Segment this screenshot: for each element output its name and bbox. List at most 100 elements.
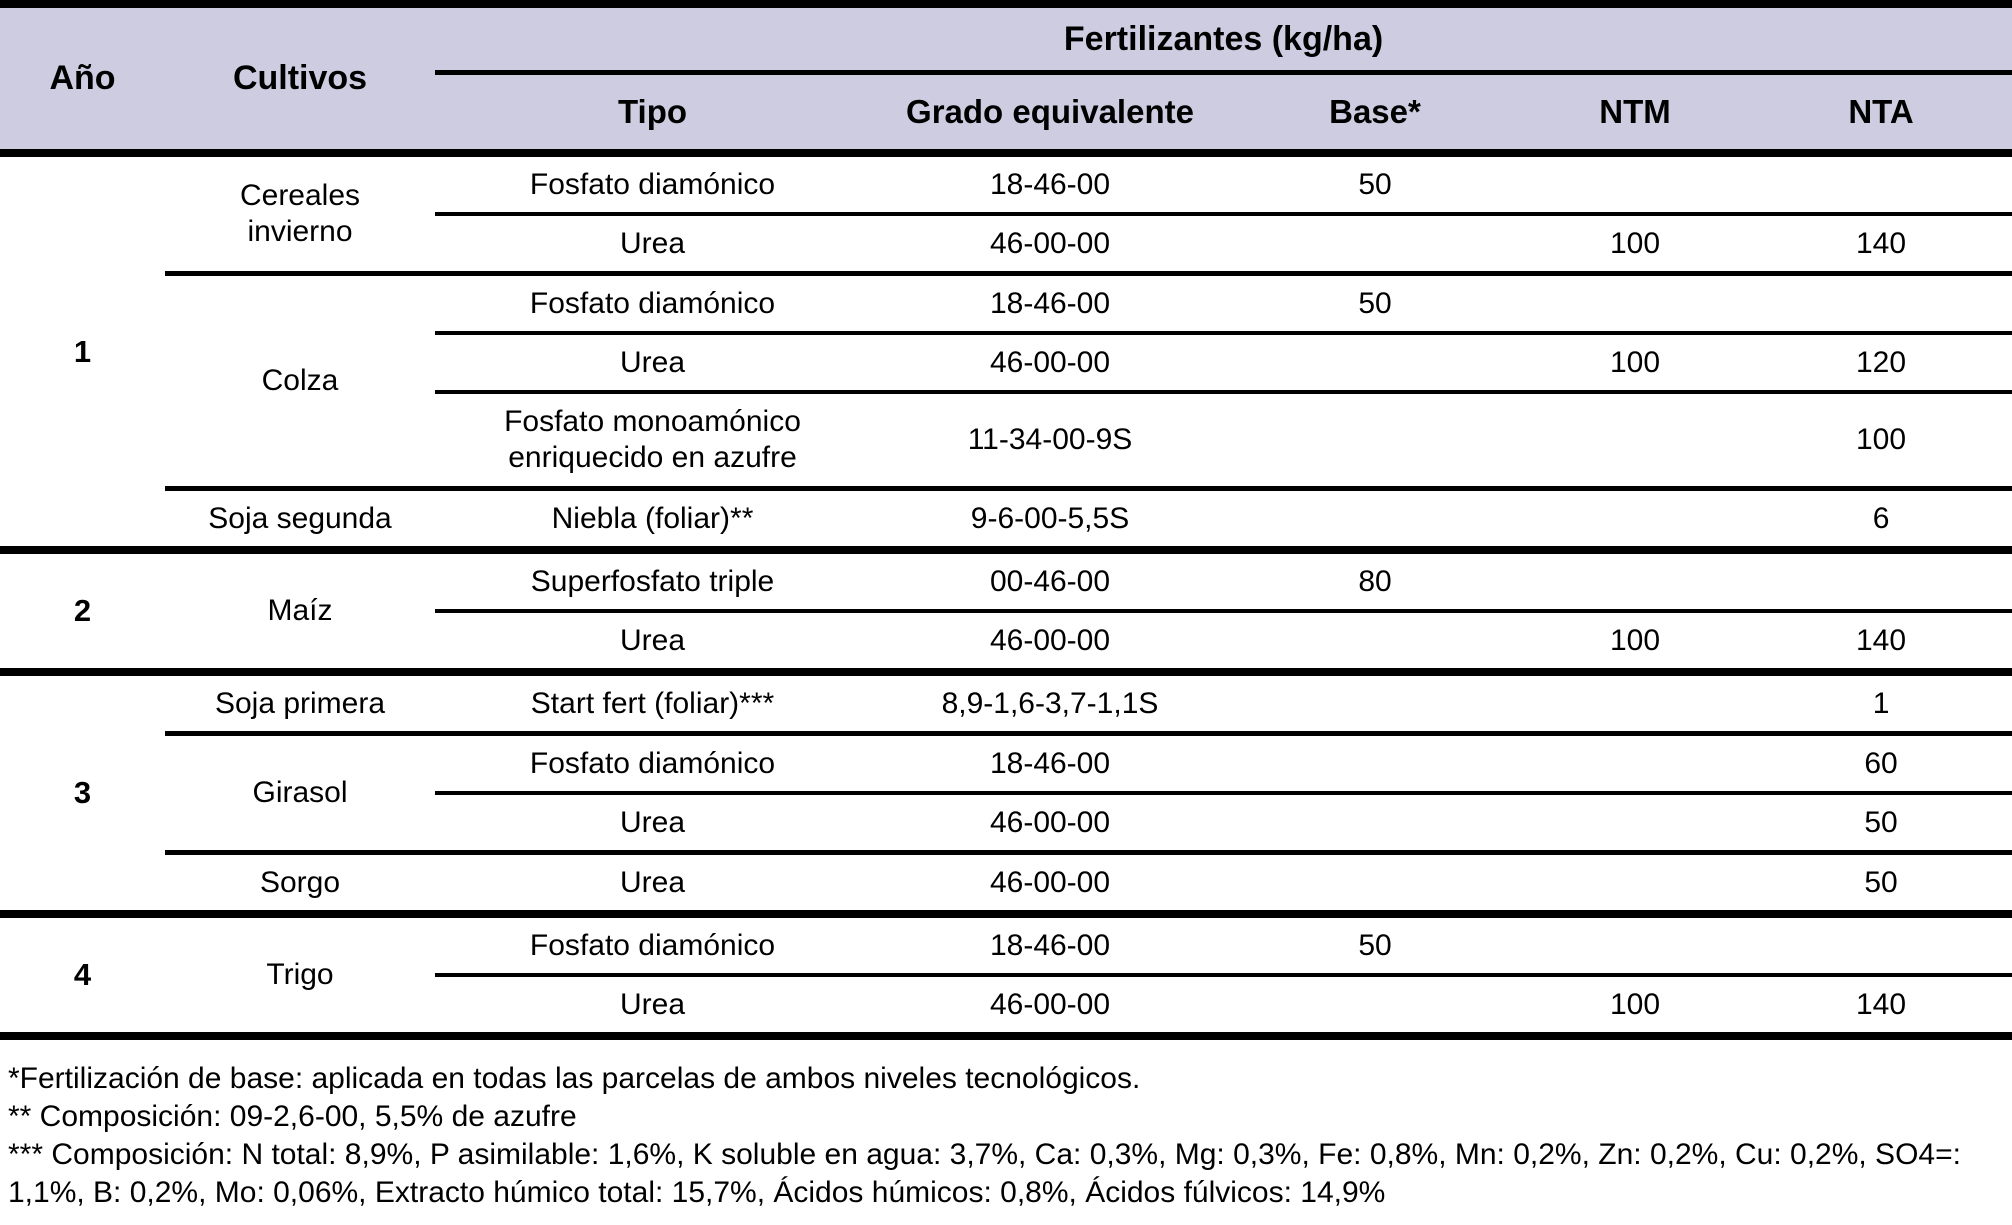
table-row: 3 Soja primera Start fert (foliar)*** 8,… bbox=[0, 668, 2012, 914]
cell-tipo: Urea bbox=[435, 331, 870, 392]
cell-nta: 50 bbox=[1750, 850, 2012, 914]
cell-grado: 8,9-1,6-3,7-1,1S bbox=[870, 668, 1230, 734]
cell-base bbox=[1230, 486, 1520, 550]
cell-ntm: 100 bbox=[1520, 212, 1750, 274]
cell-nta bbox=[1750, 910, 2012, 975]
cell-tipo: Fosfato diamónico bbox=[435, 910, 870, 975]
cell-grado: 18-46-00 bbox=[870, 271, 1230, 333]
cell-ntm bbox=[1520, 486, 1750, 550]
cell-nta: 60 bbox=[1750, 731, 2012, 793]
cell-nta bbox=[1750, 546, 2012, 611]
crop-label: Trigo bbox=[165, 910, 435, 1036]
cell-tipo: Fosfato diamónico bbox=[435, 731, 870, 793]
cell-tipo: Fosfato diamónico bbox=[435, 149, 870, 214]
header-row-sub: Tipo Grado equivalente Base* NTM NTA bbox=[0, 72, 2012, 153]
cell-nta: 140 bbox=[1750, 973, 2012, 1036]
cell-grado: 11-34-00-9S bbox=[870, 390, 1230, 489]
cell-nta: 140 bbox=[1750, 212, 2012, 274]
column-header-grado: Grado equivalente bbox=[870, 72, 1230, 153]
table-row: Urea 46-00-00 100 140 bbox=[0, 212, 2012, 274]
cell-ntm bbox=[1520, 668, 1750, 734]
cell-ntm: 100 bbox=[1520, 973, 1750, 1036]
crop-label: Girasol bbox=[165, 731, 435, 853]
cell-ntm bbox=[1520, 390, 1750, 489]
cell-ntm bbox=[1520, 546, 1750, 611]
cell-grado: 00-46-00 bbox=[870, 546, 1230, 611]
cell-ntm: 100 bbox=[1520, 331, 1750, 392]
cell-grado: 18-46-00 bbox=[870, 149, 1230, 214]
cell-grado: 46-00-00 bbox=[870, 973, 1230, 1036]
cell-ntm bbox=[1520, 910, 1750, 975]
cell-base bbox=[1230, 331, 1520, 392]
footnote-composicion-startfert: *** Composición: N total: 8,9%, P asimil… bbox=[8, 1138, 1961, 1209]
cell-base: 50 bbox=[1230, 149, 1520, 214]
cell-nta: 50 bbox=[1750, 791, 2012, 853]
table-row: 4 Trigo Fosfato diamónico 18-46-00 50 bbox=[0, 910, 2012, 1036]
table-row: Soja segunda Niebla (foliar)** 9-6-00-5,… bbox=[0, 486, 2012, 550]
table-row: 1 Cereales invierno Fosfato diamónico 18… bbox=[0, 149, 2012, 550]
cell-ntm bbox=[1520, 271, 1750, 333]
column-group-header-fertilizantes: Fertilizantes (kg/ha) bbox=[435, 4, 2012, 75]
table-row: Girasol Fosfato diamónico 18-46-00 60 bbox=[0, 731, 2012, 853]
cell-ntm: 100 bbox=[1520, 609, 1750, 672]
cell-tipo: Fosfato diamónico bbox=[435, 271, 870, 333]
crop-label: Soja primera bbox=[165, 668, 435, 734]
cell-grado: 9-6-00-5,5S bbox=[870, 486, 1230, 550]
cell-grado: 18-46-00 bbox=[870, 910, 1230, 975]
column-header-tipo: Tipo bbox=[435, 72, 870, 153]
cell-tipo: Urea bbox=[435, 973, 870, 1036]
cell-base bbox=[1230, 791, 1520, 853]
cell-tipo: Urea bbox=[435, 212, 870, 274]
cell-nta: 140 bbox=[1750, 609, 2012, 672]
table-row: 2 Maíz Superfosfato triple 00-46-00 80 bbox=[0, 546, 2012, 672]
year-label: 3 bbox=[0, 668, 165, 914]
cell-base: 50 bbox=[1230, 910, 1520, 975]
cell-nta bbox=[1750, 271, 2012, 333]
year-label: 1 bbox=[0, 149, 165, 550]
crop-label: Cereales invierno bbox=[165, 149, 435, 274]
column-header-ano: Año bbox=[0, 4, 165, 153]
cell-grado: 18-46-00 bbox=[870, 731, 1230, 793]
year-label: 2 bbox=[0, 546, 165, 672]
cell-base bbox=[1230, 731, 1520, 793]
crop-label: Colza bbox=[165, 271, 435, 489]
cell-nta: 6 bbox=[1750, 486, 2012, 550]
column-header-nta: NTA bbox=[1750, 72, 2012, 153]
cell-ntm bbox=[1520, 850, 1750, 914]
cell-tipo: Fosfato monoamónico enriquecido en azufr… bbox=[435, 390, 870, 489]
cell-base bbox=[1230, 390, 1520, 489]
cell-nta: 1 bbox=[1750, 668, 2012, 734]
cell-tipo: Superfosfato triple bbox=[435, 546, 870, 611]
footnote-base: *Fertilización de base: aplicada en toda… bbox=[8, 1062, 1141, 1095]
table-row: Urea 46-00-00 50 bbox=[0, 791, 2012, 853]
table-header: Año Cultivos Fertilizantes (kg/ha) Tipo … bbox=[0, 4, 2012, 153]
cell-base bbox=[1230, 668, 1520, 734]
footnotes: *Fertilización de base: aplicada en toda… bbox=[0, 1040, 2012, 1212]
fertilizer-table: Año Cultivos Fertilizantes (kg/ha) Tipo … bbox=[0, 0, 2012, 1040]
cell-nta: 100 bbox=[1750, 390, 2012, 489]
column-header-ntm: NTM bbox=[1520, 72, 1750, 153]
cell-grado: 46-00-00 bbox=[870, 331, 1230, 392]
cell-base bbox=[1230, 850, 1520, 914]
cell-tipo: Urea bbox=[435, 791, 870, 853]
header-row-top: Año Cultivos Fertilizantes (kg/ha) bbox=[0, 4, 2012, 153]
cell-ntm bbox=[1520, 731, 1750, 793]
table-row: Sorgo Urea 46-00-00 50 bbox=[0, 850, 2012, 914]
crop-label: Maíz bbox=[165, 546, 435, 672]
cell-base bbox=[1230, 609, 1520, 672]
cell-nta bbox=[1750, 149, 2012, 214]
cell-tipo: Urea bbox=[435, 850, 870, 914]
cell-grado: 46-00-00 bbox=[870, 609, 1230, 672]
year-label: 4 bbox=[0, 910, 165, 1036]
cell-tipo: Start fert (foliar)*** bbox=[435, 668, 870, 734]
cell-tipo: Niebla (foliar)** bbox=[435, 486, 870, 550]
cell-base: 80 bbox=[1230, 546, 1520, 611]
column-header-cultivos: Cultivos bbox=[165, 4, 435, 153]
cell-base bbox=[1230, 973, 1520, 1036]
cell-base bbox=[1230, 212, 1520, 274]
cell-grado: 46-00-00 bbox=[870, 212, 1230, 274]
cell-tipo: Urea bbox=[435, 609, 870, 672]
table-row: Urea 46-00-00 100 140 bbox=[0, 609, 2012, 672]
cell-base: 50 bbox=[1230, 271, 1520, 333]
table-row: Fosfato monoamónico enriquecido en azufr… bbox=[0, 390, 2012, 489]
